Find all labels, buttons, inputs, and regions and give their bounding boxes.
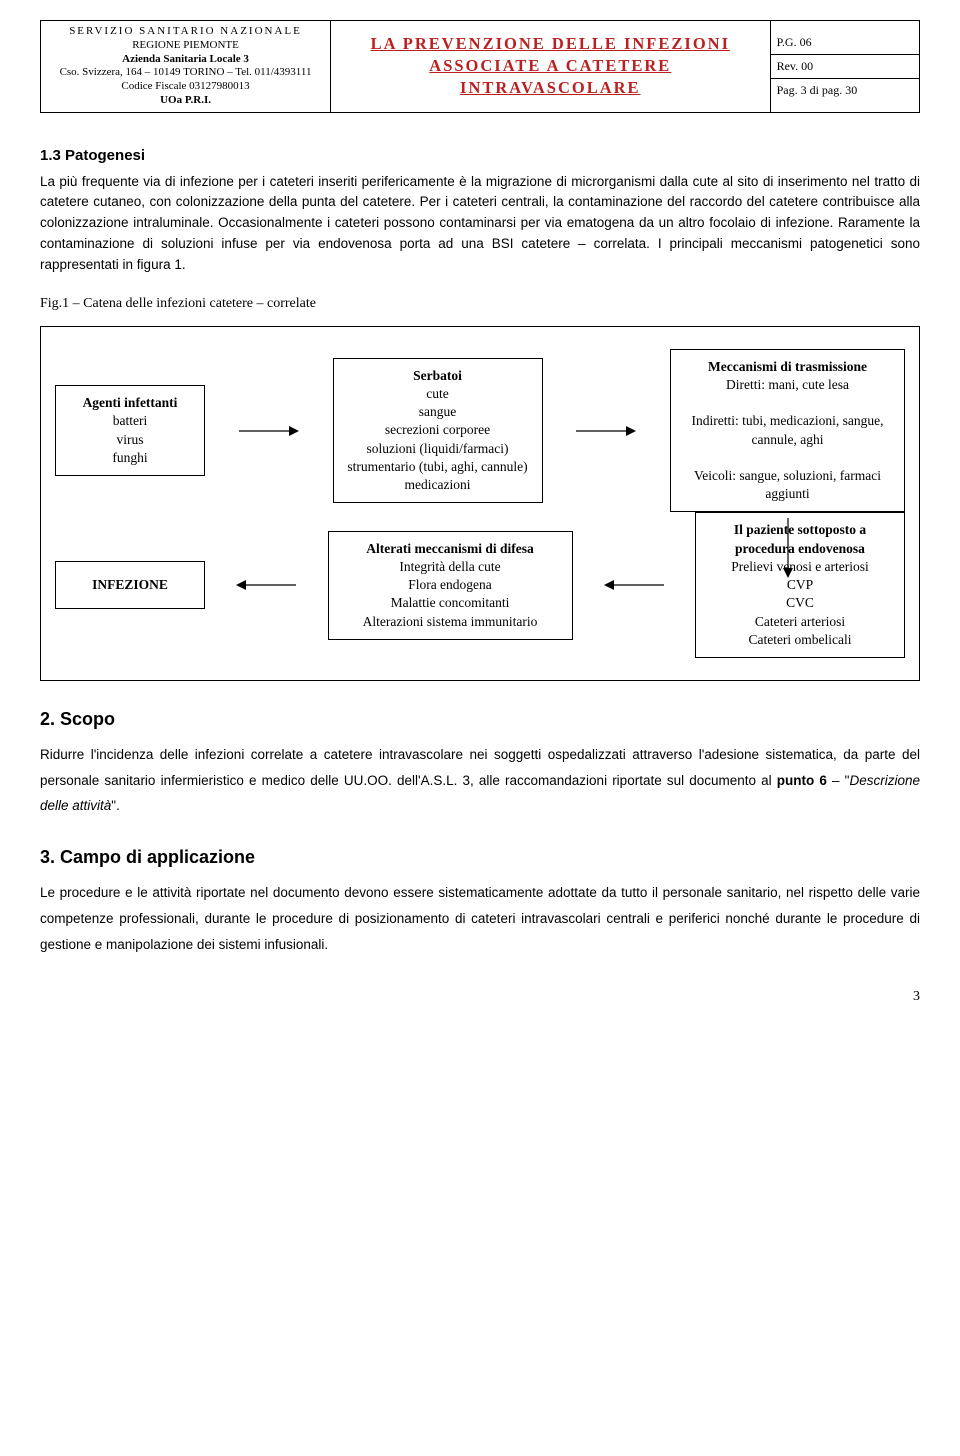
node-line: Diretti: mani, cute lesa [681, 376, 894, 394]
hdr-l4: Cso. Svizzera, 164 – 10149 TORINO – Tel.… [45, 66, 326, 80]
node-alterati-meccanismi: Alterati meccanismi di difesa Integrità … [328, 531, 573, 640]
node-line [681, 394, 894, 412]
header-left-cell: SERVIZIO SANITARIO NAZIONALE REGIONE PIE… [41, 21, 331, 113]
hdr-l6: UOa P.R.I. [45, 94, 326, 108]
node-paziente-procedura: Il paziente sottoposto a procedura endov… [695, 512, 905, 658]
node-line: secrezioni corporee [344, 421, 532, 439]
node-line: soluzioni (liquidi/farmaci) [344, 440, 532, 458]
document-header: SERVIZIO SANITARIO NAZIONALE REGIONE PIE… [40, 20, 920, 113]
node-line: Cateteri ombelicali [706, 631, 894, 649]
section-3-title: 3. Campo di applicazione [40, 845, 920, 870]
header-rev: Rev. 00 [771, 54, 919, 78]
node-title: Agenti infettanti [66, 394, 194, 412]
node-line: strumentario (tubi, aghi, cannule) [344, 458, 532, 476]
node-infezione: INFEZIONE [55, 561, 205, 609]
header-pag: Pag. 3 di pag. 30 [771, 78, 919, 101]
node-title: Il paziente sottoposto a procedura endov… [706, 521, 894, 557]
hdr-l1: SERVIZIO SANITARIO NAZIONALE [45, 25, 326, 39]
header-title-cell: LA PREVENZIONE DELLE INFEZIONI ASSOCIATE… [331, 21, 771, 113]
node-line: CVC [706, 594, 894, 612]
header-pg: P.G. 06 [771, 31, 919, 54]
node-line: Indiretti: tubi, medicazioni, sangue, ca… [681, 412, 894, 448]
header-title-l2: ASSOCIATE A CATETERE [335, 55, 766, 77]
node-title: Serbatoi [344, 367, 532, 385]
hdr-l2: REGIONE PIEMONTE [45, 39, 326, 53]
node-title: Alterati meccanismi di difesa [339, 540, 562, 558]
node-line: sangue [344, 403, 532, 421]
header-title-l3: INTRAVASCOLARE [335, 77, 766, 99]
hdr-l5: Codice Fiscale 03127980013 [45, 80, 326, 94]
section-1-3-body: La più frequente via di infezione per i … [40, 172, 920, 277]
section-3-body: Le procedure e le attività riportate nel… [40, 880, 920, 957]
node-line: virus [66, 431, 194, 449]
hdr-l3: Azienda Sanitaria Locale 3 [45, 53, 326, 67]
node-line: medicazioni [344, 476, 532, 494]
node-agenti-infettanti: Agenti infettanti batteri virus funghi [55, 385, 205, 476]
figure-1-caption: Fig.1 – Catena delle infezioni catetere … [40, 294, 920, 314]
header-right-cell: P.G. 06 Rev. 00 Pag. 3 di pag. 30 [770, 21, 919, 113]
node-line: Alterazioni sistema immunitario [339, 613, 562, 631]
arrow-left-icon [604, 578, 664, 592]
node-meccanismi-trasmissione: Meccanismi di trasmissione Diretti: mani… [670, 349, 905, 513]
node-title: Meccanismi di trasmissione [681, 358, 894, 376]
node-title: INFEZIONE [66, 576, 194, 594]
section-1-3-title: 1.3 Patogenesi [40, 145, 920, 166]
node-line: cute [344, 385, 532, 403]
page-number: 3 [40, 987, 920, 1007]
figure-1-flowchart: Agenti infettanti batteri virus funghi S… [40, 326, 920, 681]
node-line: Integrità della cute [339, 558, 562, 576]
header-title-l1: LA PREVENZIONE DELLE INFEZIONI [335, 33, 766, 55]
node-line: CVP [706, 576, 894, 594]
node-line: Flora endogena [339, 576, 562, 594]
node-line [681, 449, 894, 467]
arrow-left-icon [236, 578, 296, 592]
node-line: Cateteri arteriosi [706, 613, 894, 631]
flow-row-1: Agenti infettanti batteri virus funghi S… [55, 349, 905, 513]
node-line: Malattie concomitanti [339, 594, 562, 612]
node-line: funghi [66, 449, 194, 467]
arrow-right-icon [239, 424, 299, 438]
node-line: Prelievi venosi e arteriosi [706, 558, 894, 576]
section-2-title: 2. Scopo [40, 707, 920, 732]
arrow-right-icon [576, 424, 636, 438]
node-serbatoi: Serbatoi cute sangue secrezioni corporee… [333, 358, 543, 504]
section-2-body: Ridurre l'incidenza delle infezioni corr… [40, 742, 920, 819]
node-line: Veicoli: sangue, soluzioni, farmaci aggi… [681, 467, 894, 503]
flow-row-2: INFEZIONE Alterati meccanismi di difesa … [55, 512, 905, 658]
node-line: batteri [66, 412, 194, 430]
